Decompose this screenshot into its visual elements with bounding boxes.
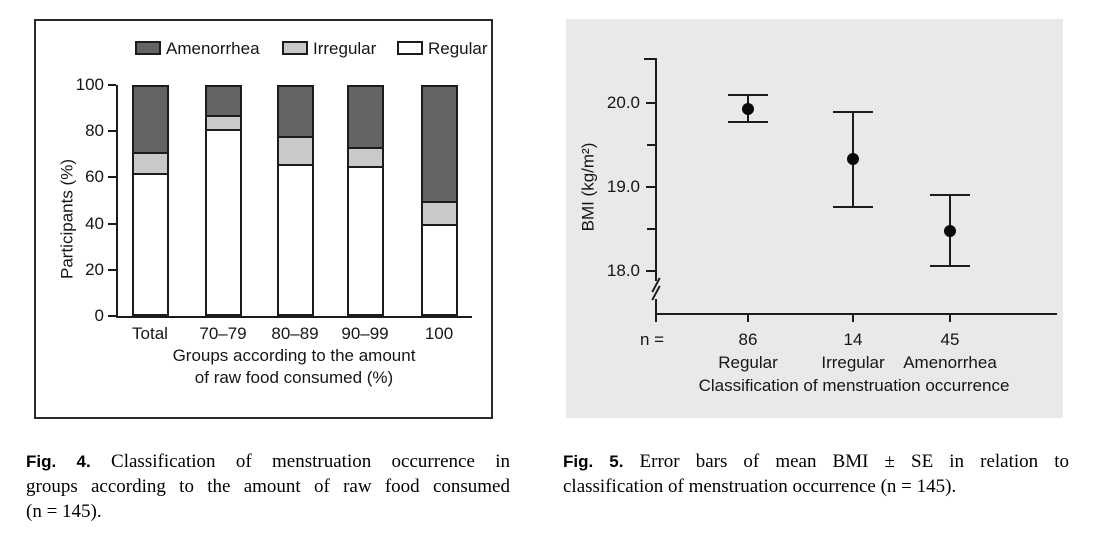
- y-axis: [116, 85, 118, 318]
- bar-1-segment-irregular: [131, 151, 169, 175]
- bar-5-segment-amenorrhea: [420, 85, 458, 203]
- mean-dot-irregular: [847, 153, 859, 166]
- x-category-label-3: 80–89: [271, 324, 319, 343]
- errorbar-irregular-cap-top: [833, 111, 873, 114]
- x-tick-2: [852, 315, 854, 322]
- legend-label-amenorrhea: Amenorrhea: [166, 39, 260, 58]
- x-tick-3: [949, 315, 951, 322]
- y-axis-top-cap: [644, 58, 655, 60]
- x-axis: [655, 313, 1057, 315]
- n-equals-label: n =: [640, 330, 665, 349]
- legend-swatch-amenorrhea-icon: [135, 41, 161, 55]
- y-tick-label-20.0: 20.0: [606, 93, 640, 112]
- bar-5-segment-regular: [420, 223, 458, 316]
- fig5-caption-line-2: classification of menstruation occurrenc…: [563, 474, 1069, 499]
- bar-5-segment-irregular: [420, 200, 458, 226]
- legend-swatch-irregular-icon: [282, 41, 308, 55]
- y-tick-label-19.0: 19.0: [606, 177, 640, 197]
- fig5-caption-label: Fig. 5.: [563, 452, 624, 471]
- fig5-caption-text: classification of menstruation occurrenc…: [563, 476, 957, 497]
- y-tick-20: [108, 268, 116, 271]
- x-axis-title-line1: Groups according to the amount: [172, 346, 416, 365]
- y-tick-label-60: 60: [85, 167, 104, 187]
- x-category-label-regular: Regular: [718, 353, 778, 372]
- x-category-label-2: 70–79: [199, 324, 247, 343]
- x-axis-title: Classification of menstruation occurrenc…: [698, 376, 1010, 395]
- y-tick-100: [108, 84, 116, 86]
- errorbar-amenorrhea-cap-bottom: [930, 265, 970, 268]
- fig5-caption-text: Error bars of mean BMI ± SE in relation …: [639, 451, 1070, 472]
- y-tick-40: [108, 222, 116, 225]
- errorbar-irregular-cap-bottom: [833, 206, 873, 209]
- mean-dot-amenorrhea: [944, 224, 956, 237]
- y-minor-tick-19.5: [647, 144, 655, 147]
- bar-4-segment-regular: [346, 165, 384, 316]
- x-category-label-1: Total: [132, 324, 168, 343]
- bar-2-segment-regular: [204, 128, 242, 316]
- figure-4-frame: Amenorrhea Irregular Regular 0 20 40 60 80 100 To…: [34, 19, 493, 419]
- y-minor-tick-18.5: [647, 228, 655, 231]
- figure-4-caption: Fig. 4. Classification of menstruation o…: [26, 449, 510, 524]
- x-tick-0: [655, 315, 657, 322]
- errorbar-regular-cap-top: [728, 93, 768, 96]
- y-tick-label-100: 100: [75, 75, 104, 94]
- n-value-irregular: 14: [843, 330, 863, 349]
- n-value-amenorrhea: 45: [940, 330, 960, 349]
- x-category-label-amenorrhea: Amenorrhea: [903, 353, 997, 372]
- fig4-caption-line-2: groups according to the amount of raw fo…: [26, 474, 510, 499]
- figure-5-panel: 18.0 19.0 20.0 n = 86 14 45 Regular Irregular Ame…: [566, 19, 1063, 418]
- legend-label-irregular: Irregular: [313, 39, 377, 58]
- legend-swatch-regular-icon: [397, 41, 423, 55]
- errorbar-amenorrhea-cap-top: [930, 193, 970, 196]
- bar-3-segment-irregular: [276, 135, 314, 166]
- y-tick-label-20: 20: [85, 259, 104, 279]
- bar-2-segment-amenorrhea: [204, 85, 242, 118]
- y-tick-80: [108, 130, 116, 133]
- x-category-label-irregular: Irregular: [821, 353, 885, 372]
- x-axis-title-line2: of raw food consumed (%): [194, 368, 394, 387]
- y-axis-title: Participants (%): [57, 159, 77, 279]
- legend-label-regular: Regular: [428, 39, 488, 58]
- y-tick-label-18.0: 18.0: [606, 261, 640, 281]
- fig4-caption-text: groups according to the amount of raw fo…: [26, 476, 510, 497]
- fig4-caption-text: (n = 145).: [26, 501, 102, 522]
- fig4-caption-line-1: Fig. 4. Classification of menstruation o…: [26, 449, 510, 474]
- x-category-label-5: 100: [424, 324, 454, 343]
- fig5-caption-line-1: Fig. 5. Error bars of mean BMI ± SE in r…: [563, 449, 1069, 474]
- bar-4-segment-amenorrhea: [346, 85, 384, 150]
- y-tick-19.0: [646, 186, 655, 189]
- fig4-caption-line-3: (n = 145).: [26, 499, 510, 524]
- fig4-caption-text: Classification of menstruation occurrenc…: [111, 451, 510, 472]
- y-axis-title: BMI (kg/m²): [578, 142, 598, 232]
- bar-2-segment-irregular: [204, 115, 242, 131]
- bar-1-segment-amenorrhea: [131, 85, 169, 154]
- y-tick-0: [108, 315, 116, 317]
- x-axis: [116, 316, 472, 318]
- y-tick-label-40: 40: [85, 213, 104, 233]
- y-tick-60: [108, 176, 116, 179]
- fig4-caption-label: Fig. 4.: [26, 452, 91, 471]
- bar-3-segment-amenorrhea: [276, 85, 314, 138]
- y-tick-20.0: [646, 102, 655, 104]
- bar-3-segment-regular: [276, 163, 314, 316]
- y-tick-label-0: 0: [94, 306, 104, 325]
- x-category-label-4: 90–99: [341, 324, 389, 343]
- bar-4-segment-irregular: [346, 147, 384, 168]
- errorbar-regular-cap-bottom: [728, 121, 768, 124]
- bar-1-segment-regular: [131, 172, 169, 316]
- x-tick-1: [747, 315, 749, 322]
- mean-dot-regular: [742, 102, 754, 115]
- figure-5-caption: Fig. 5. Error bars of mean BMI ± SE in r…: [563, 449, 1069, 499]
- y-axis: [655, 58, 657, 315]
- y-tick-18.0: [646, 270, 655, 273]
- n-value-regular: 86: [738, 330, 758, 349]
- y-tick-label-80: 80: [85, 121, 104, 141]
